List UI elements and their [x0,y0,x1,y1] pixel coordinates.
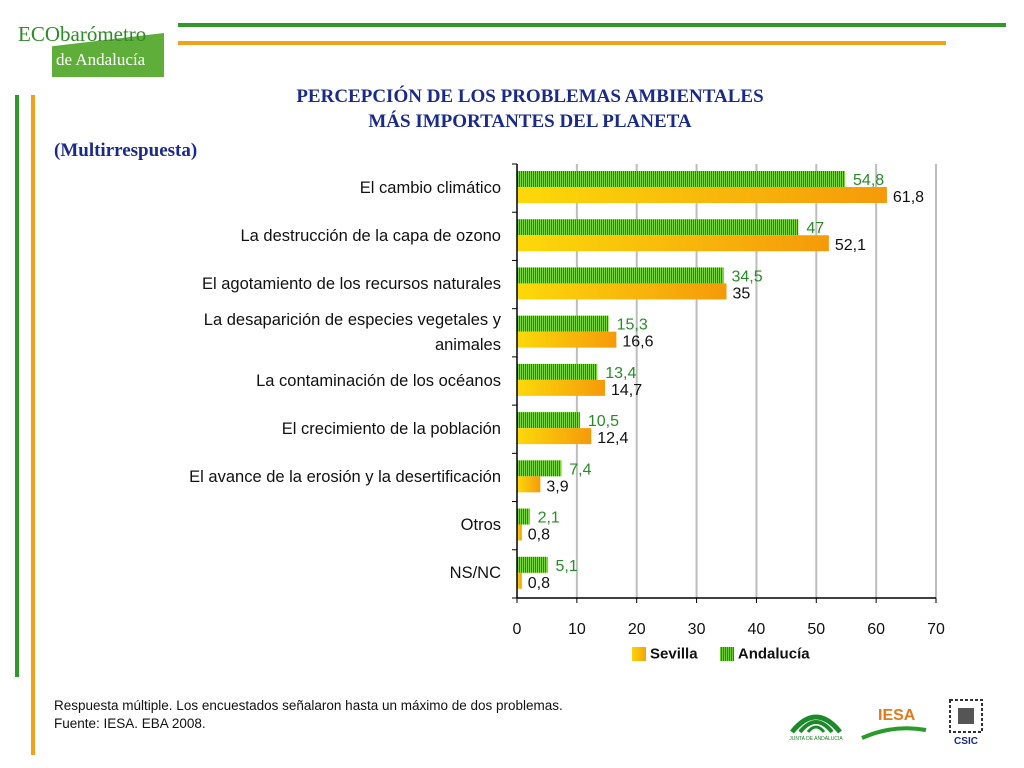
x-tick-label: 50 [807,621,825,638]
x-tick-label: 10 [568,621,586,638]
footnote-line-2: Fuente: IESA. EBA 2008. [54,716,206,731]
label-andalucia: 15,3 [617,317,648,334]
bar-andalucia [517,556,548,573]
title-line-2: MÁS IMPORTANTES DEL PLANETA [368,111,692,132]
category-label-line: La destrucción de la capa de ozono [240,226,501,245]
bar-sevilla [517,379,605,396]
label-sevilla: 35 [733,285,751,302]
bar-andalucia [517,363,598,380]
x-tick-label: 60 [867,621,885,638]
top-orange-line [178,41,946,45]
bar-andalucia [517,171,846,187]
label-sevilla: 16,6 [622,334,653,351]
label-sevilla: 0,8 [528,527,550,544]
page-title: PERCEPCIÓN DE LOS PROBLEMAS AMBIENTALES … [130,84,930,134]
bar-sevilla [517,428,592,445]
left-green-line [15,95,19,677]
junta-logo [790,714,842,734]
label-andalucia: 47 [806,220,824,237]
legend-label-sevilla: Sevilla [650,645,698,663]
category-label-line: El cambio climático [359,178,501,197]
label-andalucia: 7,4 [569,461,591,478]
iesa-text: IESA [878,707,916,724]
label-sevilla: 52,1 [835,237,866,254]
category-label-line: animales [434,335,501,354]
category-label-line: El agotamiento de los recursos naturales [202,275,501,294]
bar-sevilla [517,572,522,589]
label-sevilla: 61,8 [893,189,924,206]
page-subtitle: (Multirrespuesta) [54,140,198,161]
title-line-1: PERCEPCIÓN DE LOS PROBLEMAS AMBIENTALES [296,86,764,107]
bar-sevilla [517,331,617,348]
logo-andalucia: de Andalucía [56,50,146,69]
category-label: La desaparición de especies vegetales y a… [81,308,501,358]
category-label-line: Otros [460,516,501,535]
label-sevilla: 3,9 [546,478,568,495]
bar-sevilla [517,476,541,493]
x-tick-label: 0 [513,621,522,638]
iesa-logo: IESA [861,707,927,740]
bar-andalucia [517,315,609,332]
bar-sevilla [517,283,727,300]
category-label: El avance de la erosión y la desertifica… [81,465,501,490]
top-green-line [178,23,1006,27]
category-label-line: NS/NC [449,564,501,583]
x-tick-label: 30 [688,621,706,638]
category-label: La contaminación de los océanos [81,369,501,394]
csic-logo: CSIC [949,699,983,747]
bar-sevilla [517,187,887,203]
x-tick-label: 20 [628,621,646,638]
legend: Sevilla Andalucía [632,645,810,663]
footnote: Respuesta múltiple. Los encuestados seña… [54,697,563,733]
data-labels: 54,8 61,8 47 52,1 34,535 15,316,6 13,414,7 10,5… [528,172,924,592]
bar-andalucia [517,267,724,284]
x-tick-label: 70 [927,621,945,638]
legend-swatch-andalucia [719,647,734,662]
junta-text: JUNTA DE ANDALUCIA [789,736,843,742]
category-label: Otros [81,513,501,538]
legend-label-andalucia: Andalucía [737,645,810,663]
logo-barometro: barómetro [60,22,147,46]
category-label: NS/NC [81,561,501,586]
bar-andalucia [517,508,530,525]
label-andalucia: 34,5 [732,268,763,285]
category-label: El crecimiento de la población [81,417,501,442]
label-andalucia: 13,4 [605,365,636,382]
bar-andalucia [517,460,562,477]
category-label-line: La desaparición de especies vegetales y [203,310,501,329]
x-tick-label: 40 [748,621,766,638]
label-andalucia: 5,1 [556,558,578,575]
label-andalucia: 2,1 [538,510,560,527]
label-andalucia: 54,8 [853,172,884,189]
label-sevilla: 0,8 [528,575,550,592]
bars [517,171,887,589]
bar-andalucia [517,219,799,236]
category-label: El agotamiento de los recursos naturales [81,272,501,297]
category-label: El cambio climático [81,176,501,201]
category-label: La destrucción de la capa de ozono [81,224,501,249]
label-andalucia: 10,5 [588,413,619,430]
logo-eco: ECO [18,22,60,46]
category-label-line: La contaminación de los océanos [256,371,501,390]
bar-andalucia [517,412,580,429]
legend-swatch-sevilla [632,647,646,662]
label-sevilla: 14,7 [611,382,642,399]
category-label-line: El avance de la erosión y la desertifica… [189,467,501,486]
csic-text: CSIC [954,736,978,747]
footnote-line-1: Respuesta múltiple. Los encuestados seña… [54,698,563,713]
bar-sevilla [517,235,829,252]
bar-sevilla [517,524,522,541]
logo: ECObarómetro [18,22,146,47]
category-label-line: El crecimiento de la población [281,419,501,438]
label-sevilla: 12,4 [597,430,628,447]
axes: 0 10 20 30 40 50 60 70 [512,163,945,638]
left-orange-line [31,95,35,755]
